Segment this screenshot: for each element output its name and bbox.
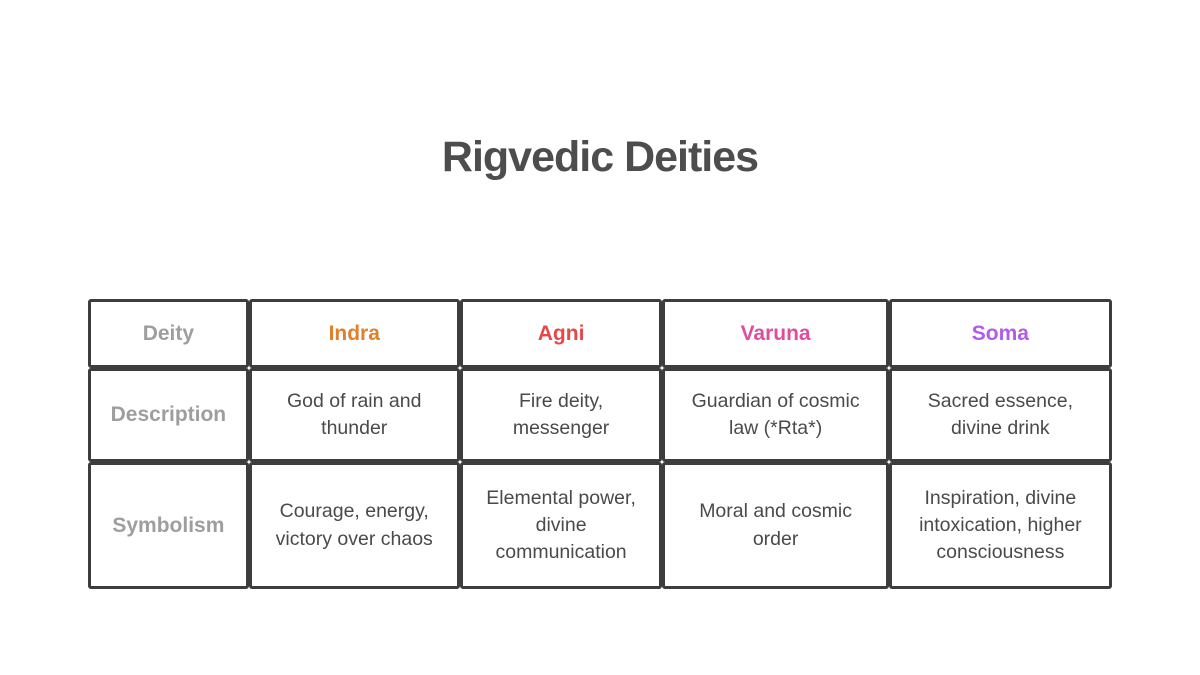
column-header-varuna: Varuna bbox=[662, 299, 889, 368]
row-label-symbolism: Symbolism bbox=[88, 462, 249, 589]
table-header-row: Deity Indra Agni Varuna Soma bbox=[88, 299, 1112, 368]
row-label-description: Description bbox=[88, 368, 249, 462]
table-row-symbolism: Symbolism Courage, energy, victory over … bbox=[88, 462, 1112, 589]
cell-symbolism-soma: Inspiration, divine intoxication, higher… bbox=[888, 462, 1112, 589]
cell-symbolism-varuna: Moral and cosmic order bbox=[662, 462, 889, 589]
cell-description-soma: Sacred essence, divine drink bbox=[888, 368, 1112, 462]
column-header-soma: Soma bbox=[888, 299, 1112, 368]
cell-symbolism-indra: Courage, energy, victory over chaos bbox=[248, 462, 460, 589]
cell-description-indra: God of rain and thunder bbox=[248, 368, 460, 462]
column-header-indra: Indra bbox=[248, 299, 460, 368]
cell-description-varuna: Guardian of cosmic law (*Rta*) bbox=[662, 368, 889, 462]
table-row-description: Description God of rain and thunder Fire… bbox=[88, 368, 1112, 462]
page-title: Rigvedic Deities bbox=[441, 133, 759, 181]
column-header-agni: Agni bbox=[459, 299, 663, 368]
corner-header-deity: Deity bbox=[88, 299, 249, 368]
cell-symbolism-agni: Elemental power, divine communication bbox=[459, 462, 663, 589]
cell-description-agni: Fire deity, messenger bbox=[459, 368, 663, 462]
deities-table: Deity Indra Agni Varuna Soma Description… bbox=[88, 299, 1112, 589]
